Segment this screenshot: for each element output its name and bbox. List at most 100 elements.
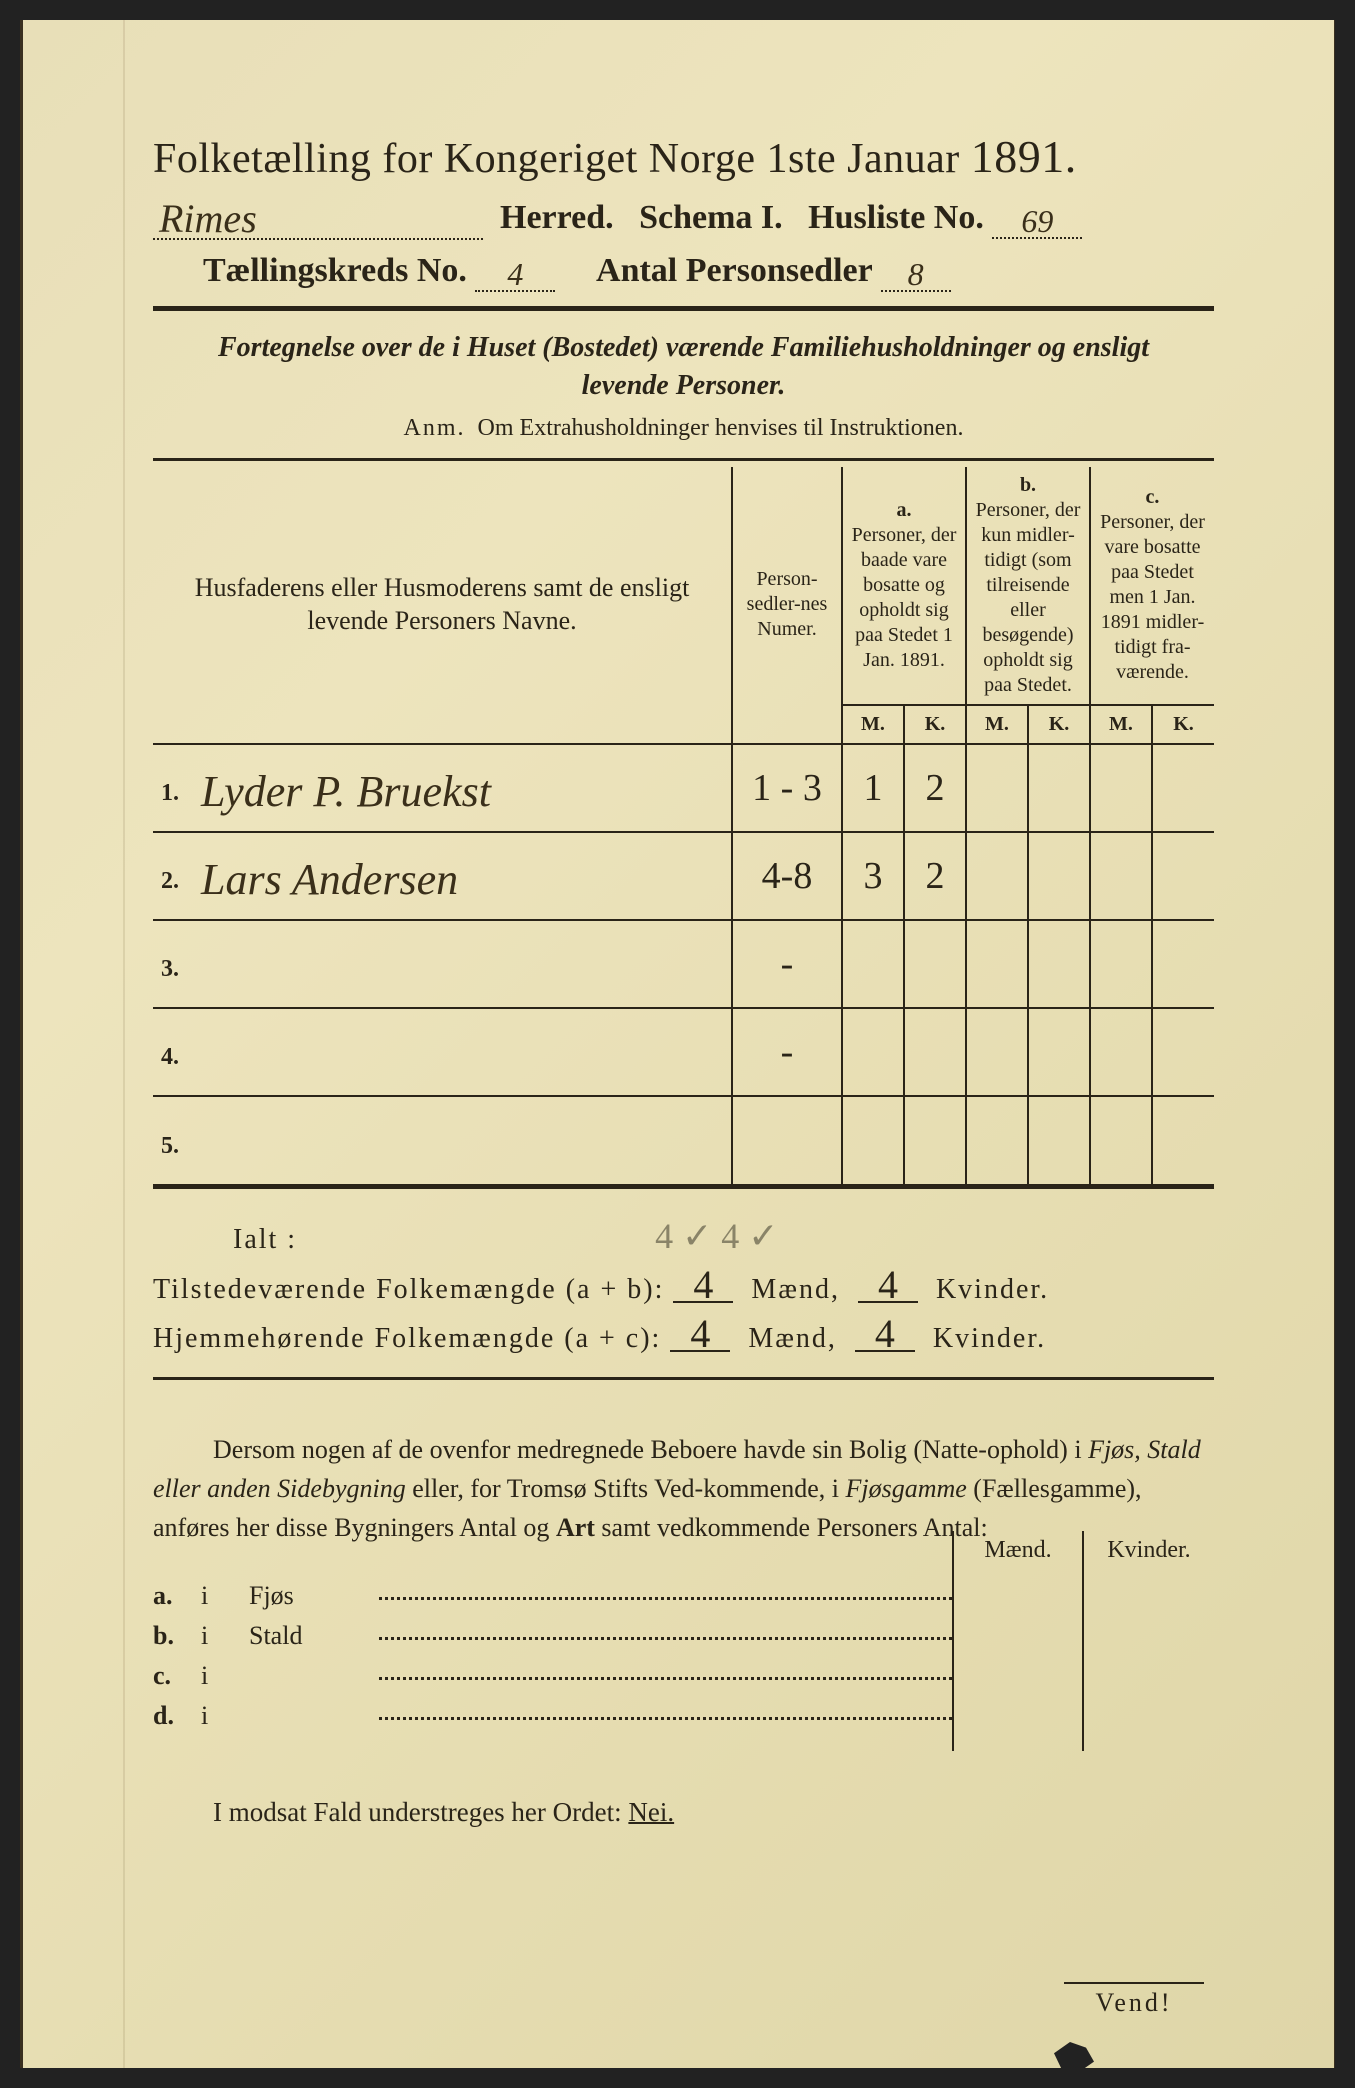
present-k: 4 <box>858 1269 918 1303</box>
col-b-m: M. <box>966 705 1028 744</box>
row-c-k <box>1152 832 1214 920</box>
schema-label: Schema I. <box>639 199 783 236</box>
sidebyg-cols: Mænd. Kvinder. <box>952 1531 1214 1751</box>
row-c-m <box>1090 1008 1152 1096</box>
row-c-m <box>1090 1096 1152 1184</box>
divider-1 <box>153 306 1214 311</box>
row-b-m <box>966 832 1028 920</box>
col-b-k: K. <box>1028 705 1090 744</box>
col-a-k: K. <box>904 705 966 744</box>
row-number: 5. <box>153 1096 193 1184</box>
sidebyg-dots <box>379 1717 952 1720</box>
row-name: Lars Andersen <box>193 832 732 920</box>
row-nums: - <box>732 920 842 1008</box>
sidebyg-kvinder-col: Kvinder. <box>1084 1531 1214 1751</box>
sidebyg-section: a.iFjøsb.iStaldc.id.i Mænd. Kvinder. <box>153 1571 1214 1751</box>
husliste-value: 69 <box>1021 203 1053 239</box>
row-c-k <box>1152 1008 1214 1096</box>
row-a-k: 2 <box>904 744 966 832</box>
table-row: 4. - <box>153 1008 1214 1096</box>
sidebyg-type: Fjøs <box>249 1581 359 1611</box>
maend-label: Mænd, <box>751 1274 840 1305</box>
row-b-m <box>966 744 1028 832</box>
header-row-3: Tællingskreds No. 4 Antal Personsedler 8 <box>153 252 1214 292</box>
row-b-m <box>966 1008 1028 1096</box>
title-line: Folketælling for Kongeriget Norge 1ste J… <box>153 130 1214 183</box>
husliste-label: Husliste No. <box>808 199 984 236</box>
herred-value: Rimes <box>159 196 257 241</box>
table-row: 2.Lars Andersen4-832 <box>153 832 1214 920</box>
sidebyg-letter: a. <box>153 1581 181 1611</box>
row-number: 2. <box>153 832 193 920</box>
row-name: Lyder P. Bruekst <box>193 744 732 832</box>
table-row: 3. - <box>153 920 1214 1008</box>
col-names: Husfaderens eller Husmoderens samt de en… <box>153 467 732 744</box>
sidebyg-letter: d. <box>153 1701 181 1731</box>
col-c-k: K. <box>1152 705 1214 744</box>
col-a: a. Personer, der baade vare bosatte og o… <box>842 467 966 705</box>
col-b: b. Personer, der kun midler-tidigt (som … <box>966 467 1090 705</box>
table-row: 5. <box>153 1096 1214 1184</box>
row-c-m <box>1090 920 1152 1008</box>
sidebyg-letter: c. <box>153 1661 181 1691</box>
row-c-m <box>1090 832 1152 920</box>
home-m: 4 <box>670 1318 730 1352</box>
row-b-k <box>1028 832 1090 920</box>
row-number: 1. <box>153 744 193 832</box>
home-totals: Hjemmehørende Folkemængde (a + c): 4 Mæn… <box>153 1318 1214 1355</box>
row-name <box>193 1008 732 1096</box>
row-c-k <box>1152 744 1214 832</box>
home-label: Hjemmehørende Folkemængde (a + c): <box>153 1323 661 1354</box>
row-a-m <box>842 1096 904 1184</box>
kvinder-label: Kvinder. <box>936 1274 1049 1305</box>
antal-value: 8 <box>908 256 924 292</box>
sidebyg-letter: b. <box>153 1621 181 1651</box>
row-b-k <box>1028 1096 1090 1184</box>
herred-label: Herred. <box>500 199 614 236</box>
husliste-field: 69 <box>992 199 1082 239</box>
vend-label: Vend! <box>1064 1982 1204 2018</box>
divider-3 <box>153 1184 1214 1189</box>
title-year: 1891. <box>971 131 1077 182</box>
row-nums: 1 - 3 <box>732 744 842 832</box>
sidebyg-row: a. i Fjøs <box>153 1581 952 1611</box>
row-b-k <box>1028 744 1090 832</box>
divider-4 <box>153 1377 1214 1380</box>
sidebyg-maend-col: Mænd. <box>954 1531 1084 1751</box>
sidebyg-i: i <box>201 1581 229 1611</box>
antal-field: 8 <box>881 252 951 292</box>
kreds-value: 4 <box>507 256 523 292</box>
anm-text: Om Extrahusholdninger henvises til Instr… <box>478 415 964 441</box>
row-a-m: 1 <box>842 744 904 832</box>
row-c-m <box>1090 744 1152 832</box>
row-b-m <box>966 1096 1028 1184</box>
nei-word: Nei. <box>628 1797 674 1827</box>
present-label: Tilstedeværende Folkemængde (a + b): <box>153 1274 664 1305</box>
pencil-totals: 4 ✓ 4 ✓ <box>655 1216 778 1256</box>
note-line: Anm. Om Extrahusholdninger henvises til … <box>153 415 1214 442</box>
sidebyg-row: b. i Stald <box>153 1621 952 1651</box>
nei-line: I modsat Fald understreges her Ordet: Ne… <box>213 1797 1214 1828</box>
col-a-m: M. <box>842 705 904 744</box>
row-number: 4. <box>153 1008 193 1096</box>
sidebygning-paragraph: Dersom nogen af de ovenfor medregnede Be… <box>153 1430 1214 1547</box>
col-numbers: Person-sedler-nes Numer. <box>732 467 842 744</box>
subtitle: Fortegnelse over de i Huset (Bostedet) v… <box>153 329 1214 405</box>
kreds-field: 4 <box>475 252 555 292</box>
divider-2 <box>153 458 1214 461</box>
sidebyg-type: Stald <box>249 1621 359 1651</box>
row-name <box>193 1096 732 1184</box>
row-nums <box>732 1096 842 1184</box>
maend-label-2: Mænd, <box>748 1323 837 1354</box>
kvinder-label-2: Kvinder. <box>933 1323 1046 1354</box>
row-a-m <box>842 920 904 1008</box>
row-nums: - <box>732 1008 842 1096</box>
row-c-k <box>1152 1096 1214 1184</box>
ialt-row: Ialt : 4 ✓ 4 ✓ <box>233 1215 1214 1257</box>
row-number: 3. <box>153 920 193 1008</box>
sidebyg-i: i <box>201 1621 229 1651</box>
row-a-m: 3 <box>842 832 904 920</box>
anm-label: Anm. <box>404 415 466 441</box>
antal-label: Antal Personsedler <box>596 252 872 289</box>
sidebyg-dots <box>379 1637 952 1640</box>
